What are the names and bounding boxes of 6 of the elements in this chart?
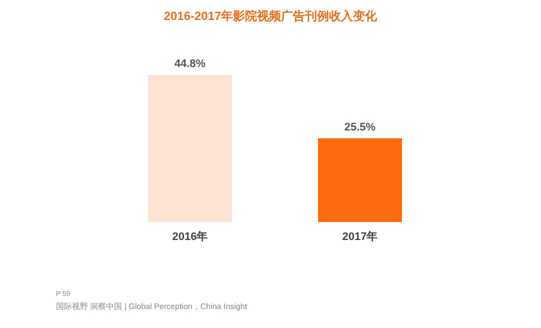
text: 国际视野 洞察中国 | Global Perception，China Insight xyxy=(56,302,248,311)
chart-title: 2016-2017年影院视频广告刊例收入变化 xyxy=(164,9,378,23)
x-tick-label: 2016年 xyxy=(172,230,208,243)
data-label: 44.8% xyxy=(174,58,206,70)
data-label: 25.5% xyxy=(344,121,376,134)
x-tick-label: 2017年 xyxy=(342,230,378,243)
